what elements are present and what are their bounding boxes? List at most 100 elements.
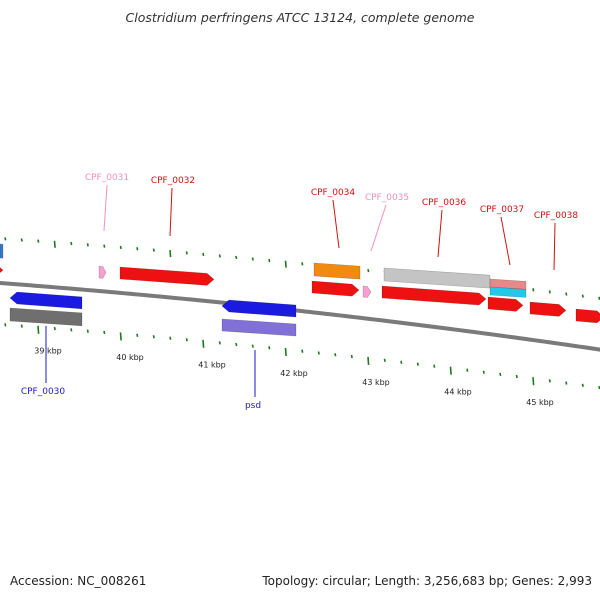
gene-psd: [221, 299, 297, 318]
tick-outer: [37, 239, 40, 243]
tick-inner: [268, 346, 271, 350]
tick-inner: [284, 347, 287, 357]
tick-inner: [169, 336, 172, 340]
tick-outer: [202, 252, 205, 257]
gene-label: CPF_0032: [151, 176, 195, 186]
genome-backbone: [0, 280, 600, 352]
gene-cpf-0032: [119, 266, 215, 286]
gene-cpf-0034: [311, 280, 360, 297]
tick-outer: [218, 254, 221, 258]
axis-label: 45 kbp: [526, 398, 554, 407]
tick-inner: [350, 354, 353, 359]
tick-inner: [4, 323, 7, 327]
tick-inner: [499, 372, 502, 377]
gene-label: CPF_0035: [365, 193, 409, 203]
gene-edge-red: [0, 267, 4, 274]
tick-inner: [334, 353, 337, 357]
tick-outer: [169, 249, 172, 258]
tick-inner: [301, 349, 304, 353]
gene-cpf-0038: [529, 301, 567, 317]
tick-inner: [532, 377, 535, 386]
tick-outer: [284, 260, 287, 268]
gene-edge-blue: [0, 243, 4, 259]
tick-inner: [53, 326, 56, 331]
tick-inner: [202, 339, 205, 348]
axis-label: 44 kbp: [444, 388, 472, 397]
tick-outer: [4, 237, 7, 241]
leader-line: [169, 187, 173, 237]
leader-line: [332, 199, 340, 249]
tick-inner: [416, 362, 419, 366]
tick-inner: [218, 341, 221, 345]
tick-inner: [433, 364, 436, 368]
tick-inner: [185, 338, 188, 342]
tick-outer: [136, 247, 139, 251]
tick-inner: [235, 342, 238, 347]
tick-inner: [37, 325, 40, 334]
gene-label: CPF_0037: [480, 205, 524, 215]
tick-outer: [20, 238, 23, 242]
axis-label: 41 kbp: [198, 361, 226, 370]
axis-label: 40 kbp: [116, 353, 144, 362]
tick-outer: [251, 257, 254, 261]
gene-cpf-0036: [381, 285, 487, 306]
tick-inner: [548, 379, 551, 383]
leader-line: [437, 209, 443, 258]
accession-text: Accession: NC_008261: [10, 574, 147, 588]
tick-outer: [565, 292, 568, 296]
gene-lavender-bar: [221, 318, 297, 337]
tick-inner: [367, 356, 370, 365]
tick-inner: [317, 351, 320, 355]
gene-label: CPF_0036: [422, 198, 467, 208]
tick-inner: [136, 333, 139, 337]
gene-lightgray-bar: [383, 267, 491, 289]
tick-outer: [268, 258, 271, 263]
tick-inner: [152, 335, 155, 339]
tick-inner: [581, 383, 584, 388]
tick-inner: [70, 328, 73, 332]
tick-inner: [103, 330, 106, 335]
tick-outer: [53, 240, 56, 248]
tick-inner: [482, 370, 485, 374]
gene-label: CPF_0034: [311, 188, 356, 198]
tick-inner: [86, 329, 89, 333]
gene-cpf-0031: [98, 265, 107, 279]
gene-label: psd: [245, 401, 261, 411]
topology-text: Topology: circular; Length: 3,256,683 bp…: [262, 574, 592, 588]
leader-line: [370, 204, 387, 252]
tick-outer: [532, 288, 535, 292]
tick-inner: [383, 358, 386, 362]
tick-outer: [103, 244, 106, 248]
gene-cpf-0035: [362, 285, 372, 298]
gene-edge-red-right: [575, 308, 600, 324]
gene-cpf-0030: [9, 291, 83, 310]
axis-label: 39 kbp: [34, 347, 62, 356]
axis-label: 43 kbp: [362, 378, 390, 387]
gene-label: CPF_0031: [85, 173, 129, 183]
leader-line: [103, 184, 108, 232]
tick-outer: [367, 268, 370, 273]
tick-outer: [119, 245, 122, 250]
gene-orange-bar: [313, 262, 361, 280]
gene-label: CPF_0038: [534, 211, 579, 221]
tick-outer: [235, 255, 238, 260]
tick-outer: [581, 294, 584, 298]
tick-outer: [70, 241, 73, 246]
tick-outer: [86, 243, 89, 247]
gene-label: CPF_0030: [21, 387, 66, 397]
tick-outer: [152, 248, 155, 252]
tick-outer: [548, 290, 551, 294]
tick-inner: [515, 374, 518, 379]
tick-inner: [20, 324, 23, 328]
leader-line: [553, 222, 556, 271]
leader-line: [500, 216, 511, 266]
tick-inner: [449, 366, 452, 375]
tick-inner: [565, 381, 568, 385]
tick-outer: [301, 262, 304, 266]
tick-inner: [119, 332, 122, 341]
tick-inner: [466, 368, 469, 372]
tick-outer: [185, 251, 188, 255]
axis-label: 42 kbp: [280, 369, 308, 378]
gene-cyan-bar: [489, 286, 527, 298]
